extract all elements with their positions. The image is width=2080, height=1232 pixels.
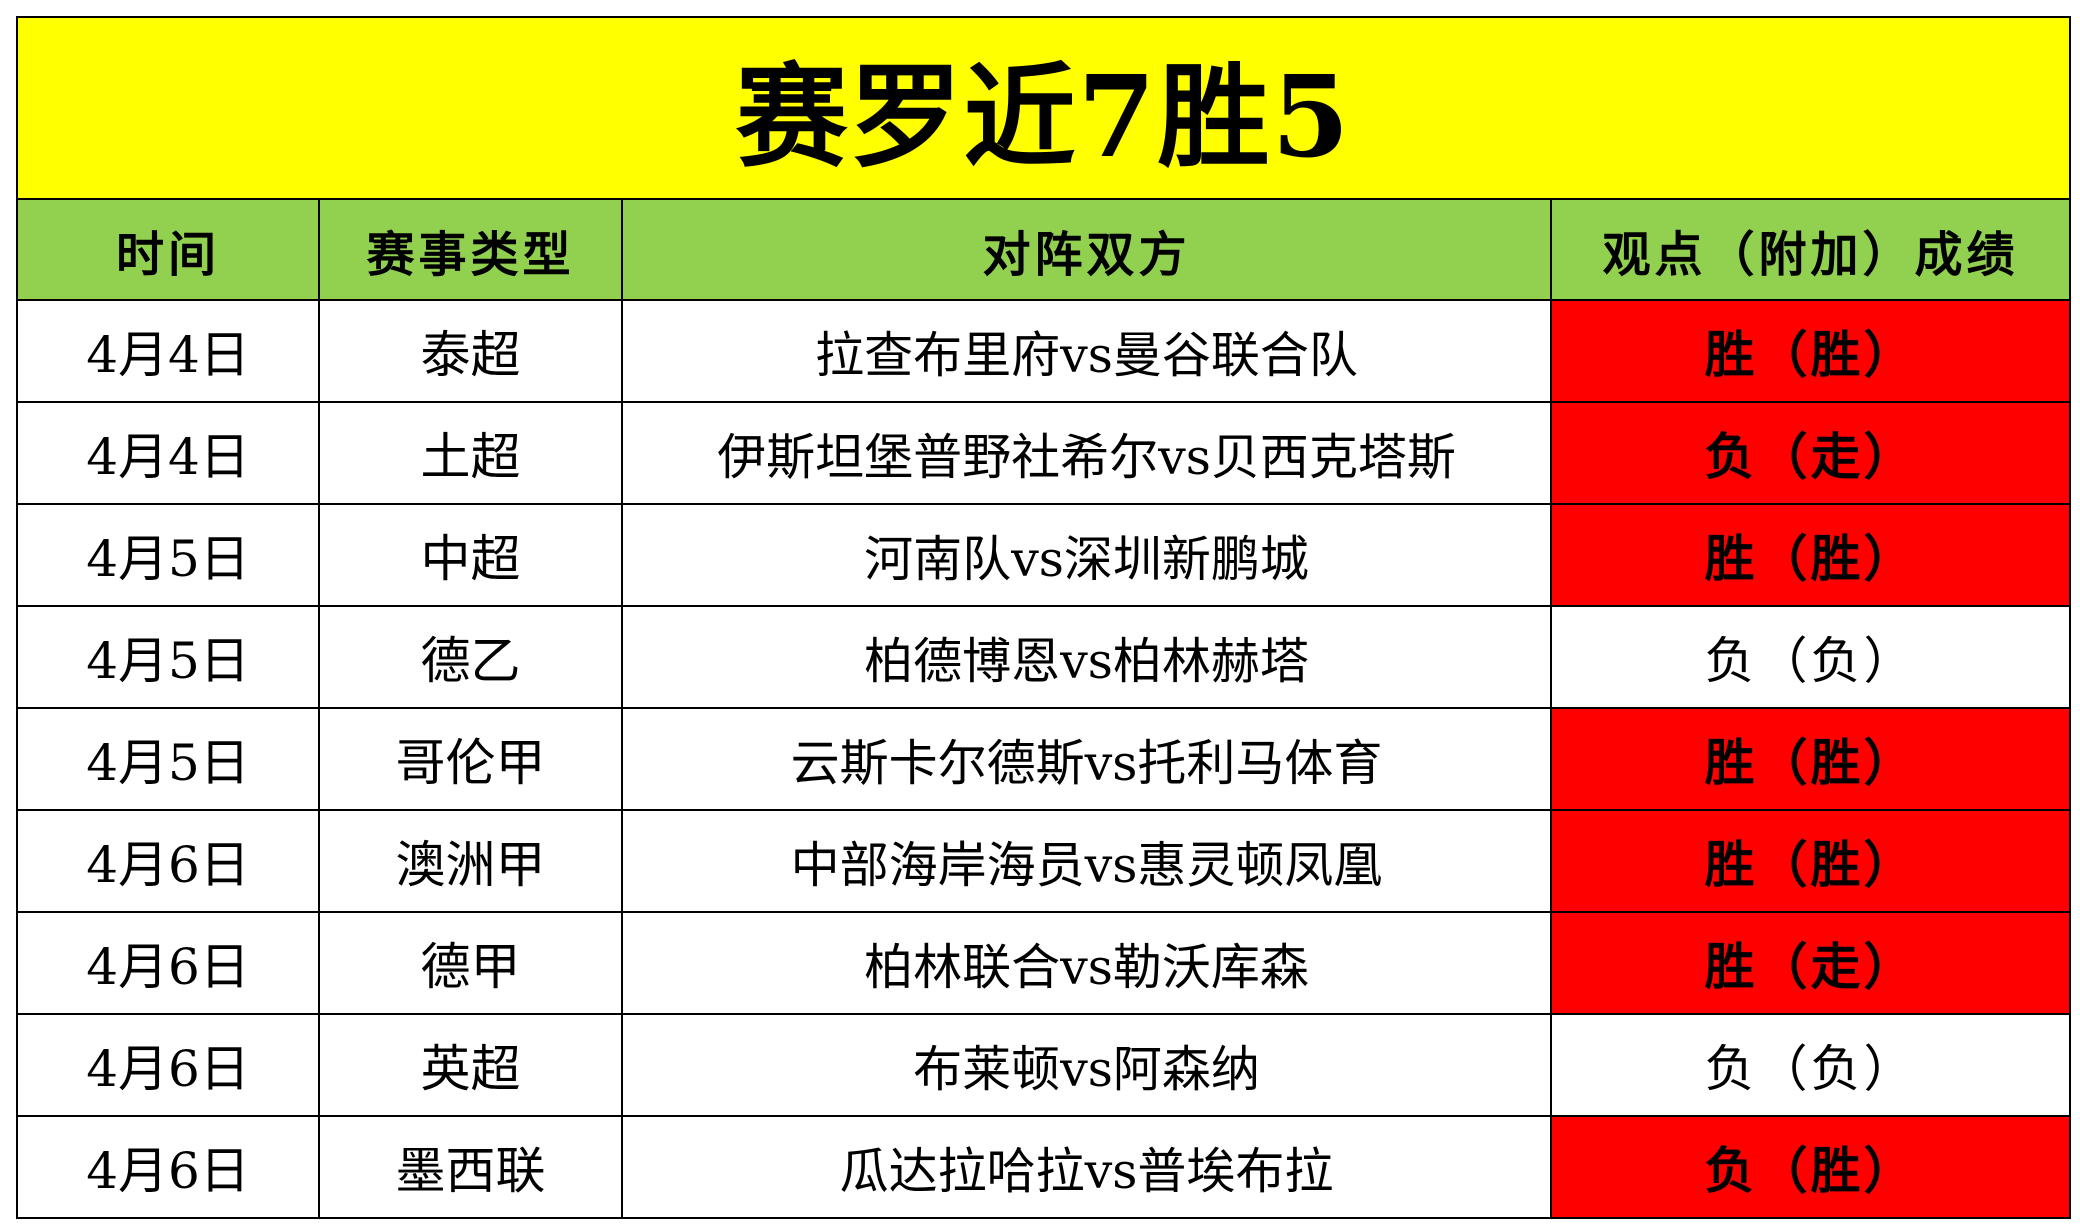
- table-row: 4月5日 哥伦甲 云斯卡尔德斯vs托利马体育 胜（胜）: [16, 707, 2072, 811]
- header-time: 时间: [16, 198, 320, 301]
- table-row: 4月5日 德乙 柏德博恩vs柏林赫塔 负（负）: [16, 605, 2072, 709]
- cell-type: 哥伦甲: [318, 707, 623, 811]
- table-row: 4月6日 澳洲甲 中部海岸海员vs惠灵顿凤凰 胜（胜）: [16, 809, 2072, 913]
- cell-time: 4月5日: [16, 707, 320, 811]
- cell-type: 泰超: [318, 299, 623, 403]
- table-row: 4月5日 中超 河南队vs深圳新鹏城 胜（胜）: [16, 503, 2072, 607]
- cell-type: 土超: [318, 401, 623, 505]
- cell-result: 负（负）: [1549, 1013, 2072, 1117]
- cell-teams: 云斯卡尔德斯vs托利马体育: [621, 707, 1552, 811]
- title-row: 赛罗近7胜5: [15, 16, 2072, 200]
- cell-type: 澳洲甲: [318, 809, 623, 913]
- table-row: 4月4日 泰超 拉查布里府vs曼谷联合队 胜（胜）: [16, 299, 2072, 403]
- cell-time: 4月4日: [16, 401, 320, 505]
- cell-result: 胜（胜）: [1549, 707, 2072, 811]
- cell-result: 负（负）: [1549, 605, 2072, 709]
- cell-teams: 伊斯坦堡普野社希尔vs贝西克塔斯: [621, 401, 1552, 505]
- header-row: 时间 赛事类型 对阵双方 观点（附加）成绩: [16, 198, 2072, 301]
- cell-time: 4月6日: [16, 809, 320, 913]
- table-row: 4月4日 土超 伊斯坦堡普野社希尔vs贝西克塔斯 负（走）: [16, 401, 2072, 505]
- cell-type: 德乙: [318, 605, 623, 709]
- cell-type: 英超: [318, 1013, 623, 1117]
- cell-type: 中超: [318, 503, 623, 607]
- cell-result: 胜（胜）: [1549, 809, 2072, 913]
- cell-time: 4月5日: [16, 503, 320, 607]
- cell-teams: 布莱顿vs阿森纳: [621, 1013, 1552, 1117]
- cell-result: 负（胜）: [1549, 1115, 2072, 1219]
- cell-type: 德甲: [318, 911, 623, 1015]
- header-type: 赛事类型: [318, 198, 623, 301]
- header-teams: 对阵双方: [621, 198, 1552, 301]
- cell-result: 胜（走）: [1549, 911, 2072, 1015]
- cell-teams: 河南队vs深圳新鹏城: [621, 503, 1552, 607]
- cell-result: 胜（胜）: [1549, 299, 2072, 403]
- cell-type: 墨西联: [318, 1115, 623, 1219]
- header-result: 观点（附加）成绩: [1549, 198, 2072, 301]
- table-title: 赛罗近7胜5: [15, 16, 2072, 200]
- results-table: 赛罗近7胜5 时间 赛事类型 对阵双方 观点（附加）成绩 4月4日 泰超 拉查布里府…: [15, 16, 2072, 1219]
- table-row: 4月6日 墨西联 瓜达拉哈拉vs普埃布拉 负（胜）: [16, 1115, 2072, 1219]
- cell-teams: 瓜达拉哈拉vs普埃布拉: [621, 1115, 1552, 1219]
- cell-time: 4月4日: [16, 299, 320, 403]
- cell-teams: 柏林联合vs勒沃库森: [621, 911, 1552, 1015]
- cell-result: 负（走）: [1549, 401, 2072, 505]
- cell-teams: 中部海岸海员vs惠灵顿凤凰: [621, 809, 1552, 913]
- table-row: 4月6日 德甲 柏林联合vs勒沃库森 胜（走）: [16, 911, 2072, 1015]
- cell-teams: 拉查布里府vs曼谷联合队: [621, 299, 1552, 403]
- cell-teams: 柏德博恩vs柏林赫塔: [621, 605, 1552, 709]
- cell-time: 4月6日: [16, 1013, 320, 1117]
- table-row: 4月6日 英超 布莱顿vs阿森纳 负（负）: [16, 1013, 2072, 1117]
- cell-time: 4月6日: [16, 1115, 320, 1219]
- cell-time: 4月5日: [16, 605, 320, 709]
- cell-result: 胜（胜）: [1549, 503, 2072, 607]
- cell-time: 4月6日: [16, 911, 320, 1015]
